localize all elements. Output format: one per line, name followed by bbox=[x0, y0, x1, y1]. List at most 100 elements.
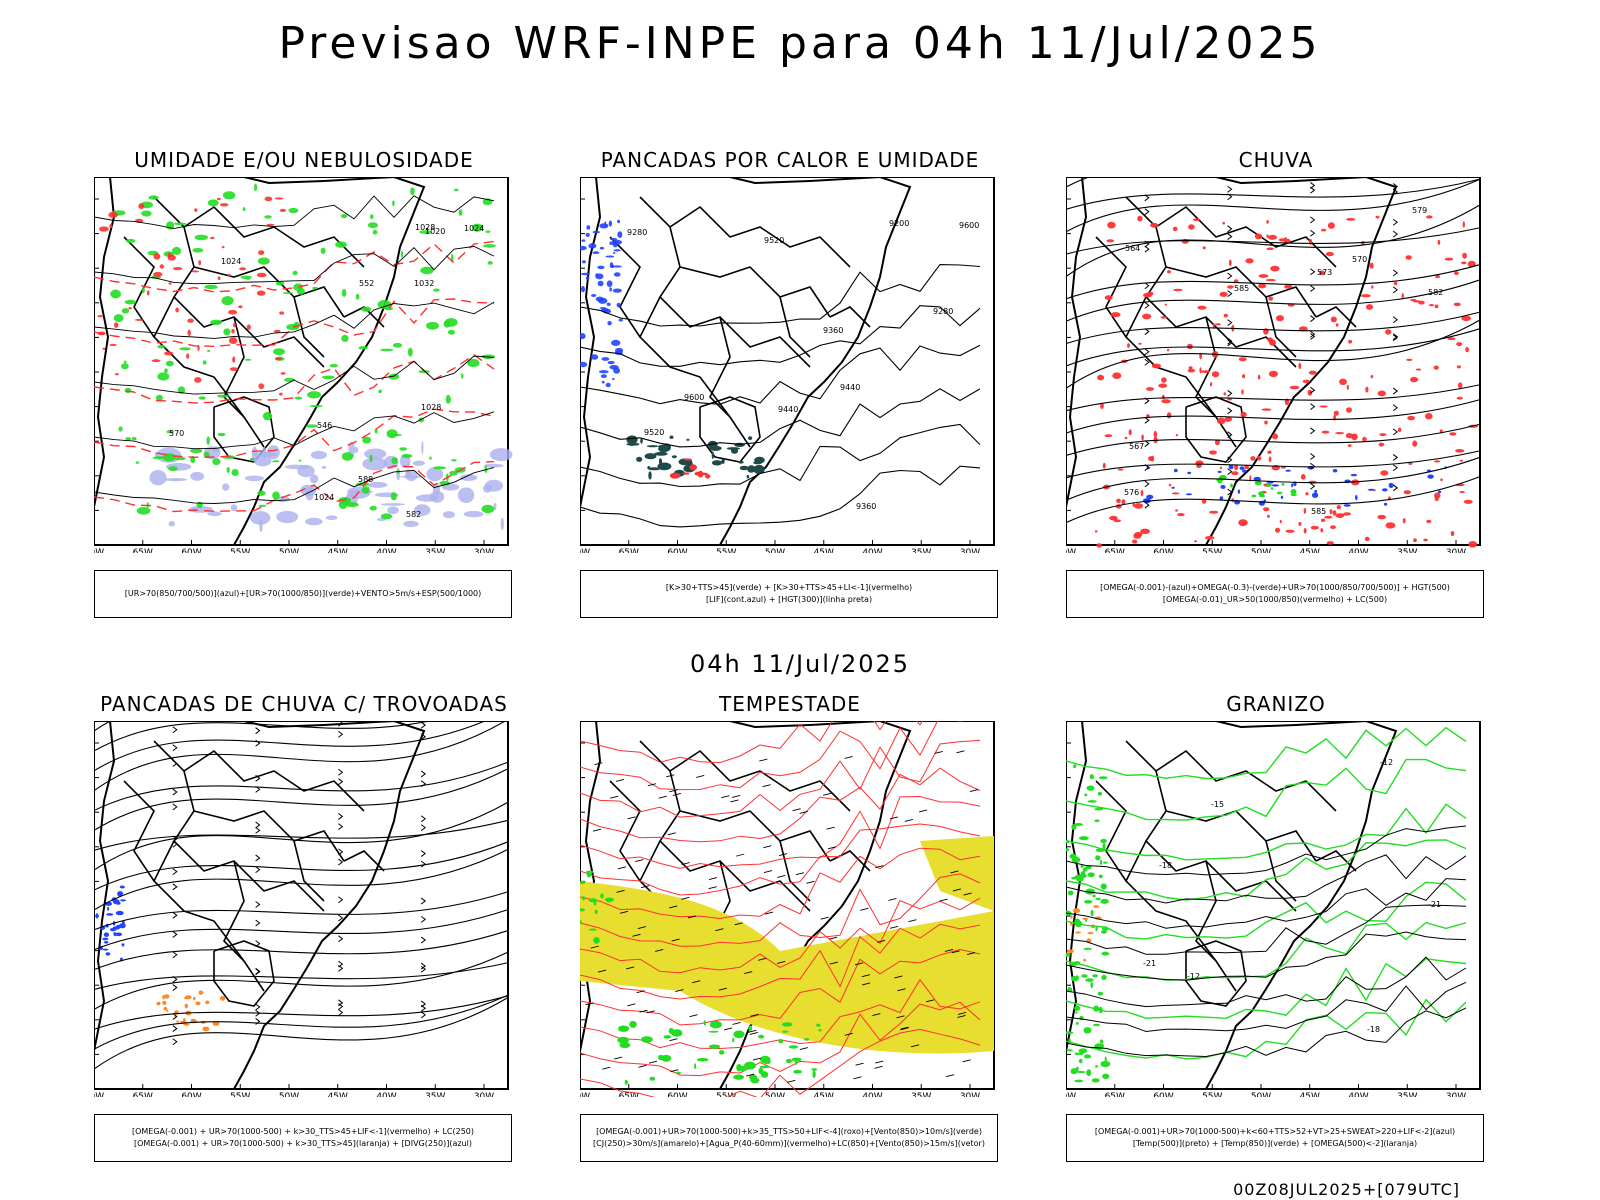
shaded-area bbox=[1377, 514, 1386, 520]
shaded-area bbox=[1434, 495, 1439, 502]
shaded-area bbox=[154, 451, 158, 457]
shaded-area bbox=[1197, 305, 1207, 310]
contour-label: 546 bbox=[317, 421, 332, 430]
streamline-arrow bbox=[1227, 407, 1233, 415]
streamline-arrow bbox=[172, 911, 178, 919]
shaded-area bbox=[708, 1030, 719, 1033]
wind-vector bbox=[934, 750, 943, 754]
wind-vector bbox=[602, 1066, 611, 1070]
map-umidade: 12S15S18S21S24S27S30S33S36S39S42S70W65W6… bbox=[74, 175, 514, 558]
wind-vector bbox=[669, 789, 678, 793]
streamline-arrow bbox=[1227, 272, 1233, 280]
wind-vector bbox=[806, 880, 815, 884]
shaded-area bbox=[686, 438, 690, 441]
shaded-area bbox=[607, 360, 615, 365]
shaded-area bbox=[1173, 468, 1178, 473]
shaded-area bbox=[1073, 908, 1080, 914]
shaded-area bbox=[102, 347, 106, 350]
shaded-area bbox=[739, 465, 749, 471]
contour-label: 1028 bbox=[415, 223, 435, 232]
wind-vector bbox=[874, 1065, 883, 1069]
wind-vector bbox=[762, 784, 771, 788]
shaded-area bbox=[175, 307, 179, 313]
shaded-area bbox=[601, 357, 610, 361]
wind-vector bbox=[958, 1012, 967, 1015]
lon-tick-label: 55W bbox=[230, 548, 250, 553]
wind-vector bbox=[626, 966, 635, 970]
shaded-area bbox=[245, 277, 251, 280]
shaded-area bbox=[1266, 220, 1269, 224]
shaded-area bbox=[420, 266, 434, 275]
shaded-area bbox=[1244, 465, 1249, 470]
lon-tick-label: 30W bbox=[474, 1092, 494, 1097]
streamline-arrow bbox=[338, 896, 344, 904]
streamline-arrow bbox=[1227, 233, 1233, 240]
shaded-area bbox=[198, 396, 206, 400]
shaded-area bbox=[325, 515, 338, 520]
lon-tick-label: 50W bbox=[1251, 1092, 1271, 1097]
shaded-area bbox=[335, 241, 347, 248]
shaded-area bbox=[97, 315, 103, 318]
streamline-arrow bbox=[1310, 462, 1316, 470]
shaded-area bbox=[312, 286, 318, 290]
shaded-area bbox=[447, 329, 455, 335]
contour-label: 570 bbox=[169, 429, 184, 438]
shaded-area bbox=[1219, 496, 1224, 501]
shaded-area bbox=[258, 504, 267, 507]
panel-title: PANCADAS POR CALOR E UMIDADE bbox=[600, 148, 980, 172]
shaded-area bbox=[1437, 239, 1441, 245]
shaded-area bbox=[345, 502, 359, 508]
shaded-area bbox=[238, 305, 243, 309]
shaded-area bbox=[1412, 300, 1421, 303]
shaded-area bbox=[1258, 274, 1269, 278]
state-border bbox=[639, 196, 851, 268]
shaded-area bbox=[1339, 378, 1347, 385]
shaded-area bbox=[1275, 527, 1280, 533]
shaded-area bbox=[489, 448, 513, 462]
wind-vector bbox=[957, 1015, 966, 1018]
shaded-area bbox=[187, 318, 194, 323]
shaded-area bbox=[754, 456, 765, 464]
shaded-area bbox=[1457, 382, 1463, 389]
shaded-area bbox=[1215, 323, 1221, 326]
shaded-area bbox=[1209, 450, 1217, 455]
shaded-area bbox=[1081, 974, 1088, 978]
shaded-area bbox=[1377, 390, 1386, 397]
shaded-area bbox=[216, 197, 221, 201]
lon-tick-label: 40W bbox=[1348, 548, 1368, 553]
state-border bbox=[1144, 770, 1297, 912]
shaded-area bbox=[279, 311, 285, 315]
shaded-area bbox=[117, 891, 124, 897]
shaded-area bbox=[148, 195, 159, 200]
wind-vector bbox=[627, 816, 636, 820]
shaded-area bbox=[1320, 528, 1324, 533]
wind-vector bbox=[962, 1059, 971, 1063]
shaded-area bbox=[658, 444, 670, 453]
shaded-area bbox=[1087, 800, 1097, 803]
shaded-area bbox=[194, 234, 208, 241]
wind-vector bbox=[969, 789, 979, 792]
streamline-arrow bbox=[255, 821, 261, 829]
streamline-arrow bbox=[1144, 348, 1150, 356]
shaded-area bbox=[164, 478, 188, 482]
shaded-area bbox=[1383, 502, 1388, 506]
shaded-area bbox=[1461, 261, 1467, 265]
shaded-area bbox=[258, 250, 265, 255]
wind-vector bbox=[675, 989, 684, 992]
shaded-area bbox=[1447, 337, 1456, 341]
shaded-area bbox=[1161, 377, 1167, 383]
shaded-area bbox=[1309, 238, 1313, 246]
shaded-area bbox=[594, 909, 598, 914]
wind-vector bbox=[736, 853, 745, 857]
map-tempestade: 12S15S18S21S24S27S30S33S36S39S42S70W65W6… bbox=[560, 690, 1000, 1103]
shaded-area bbox=[481, 504, 495, 514]
shaded-area bbox=[1175, 434, 1178, 437]
shaded-area bbox=[1133, 503, 1144, 509]
streamline-arrow bbox=[420, 897, 427, 905]
shaded-area bbox=[309, 405, 323, 408]
shaded-area bbox=[275, 281, 285, 286]
wind-vector bbox=[844, 1032, 853, 1036]
state-border bbox=[639, 296, 751, 448]
shaded-area bbox=[1335, 513, 1345, 518]
shaded-area bbox=[1153, 430, 1157, 438]
